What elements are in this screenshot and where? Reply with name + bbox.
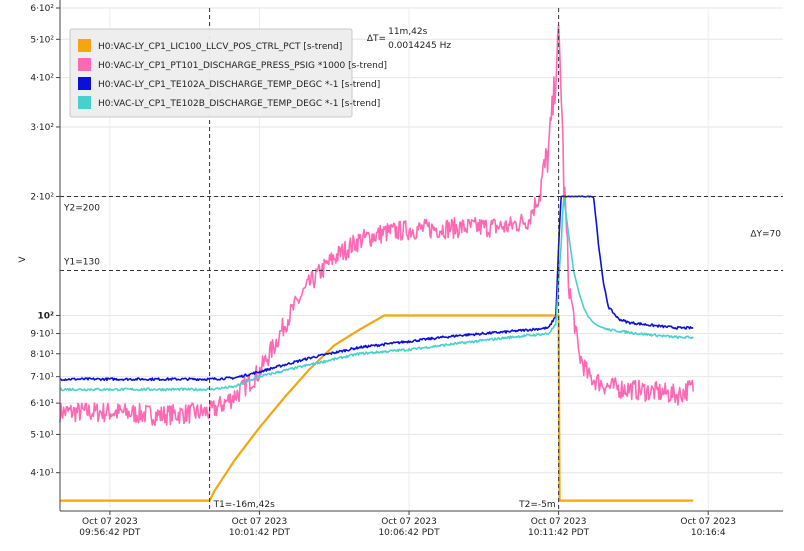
y-tick-label: 10²	[38, 311, 55, 321]
legend-swatch-1[interactable]	[78, 39, 91, 52]
t1-cursor-label: T1=-16m,42s	[213, 500, 276, 510]
y2-cursor-label: Y2=200	[63, 204, 100, 214]
delta-t-prefix: ΔT=	[367, 34, 386, 44]
legend-swatch-2[interactable]	[78, 58, 91, 71]
y-tick-label: 2·10²	[30, 193, 54, 203]
y1-cursor-label: Y1=130	[63, 257, 100, 267]
x-tick-time: 10:01:42 PDT	[229, 528, 291, 538]
legend-label-3: H0:VAC-LY_CP1_TE102A_DISCHARGE_TEMP_DEGC…	[98, 80, 380, 90]
legend[interactable]: H0:VAC-LY_CP1_LIC100_LLCV_POS_CTRL_PCT […	[69, 28, 387, 118]
y-tick-label: 5·10¹	[30, 430, 54, 440]
legend-label-2: H0:VAC-LY_CP1_PT101_DISCHARGE_PRESS_PSIG…	[98, 61, 387, 71]
legend-swatch-3[interactable]	[78, 77, 91, 90]
series-line-1[interactable]	[60, 314, 694, 502]
x-tick-date: Oct 07 2023	[232, 517, 288, 527]
x-tick-time: 10:06:42 PDT	[378, 528, 440, 538]
legend-label-1: H0:VAC-LY_CP1_LIC100_LLCV_POS_CTRL_PCT […	[98, 42, 342, 52]
y-tick-label: 7·10¹	[30, 373, 54, 383]
delta-y-label: ΔY=70	[750, 229, 781, 239]
legend-box	[69, 28, 353, 118]
y-tick-label: 6·10²	[30, 4, 54, 14]
x-tick-date: Oct 07 2023	[531, 517, 587, 527]
t2-cursor-label: T2=-5m	[518, 500, 556, 510]
y-tick-label: 6·10¹	[30, 399, 54, 409]
x-tick-time: 10:11:42 PDT	[528, 528, 590, 538]
y-axis-label: V	[18, 256, 28, 263]
y-tick-label: 9·10¹	[30, 330, 54, 340]
legend-label-4: H0:VAC-LY_CP1_TE102B_DISCHARGE_TEMP_DEGC…	[98, 99, 380, 109]
annotations: Y2=200 Y1=130 ΔY=70 T1=-16m,42s T2=-5m ΔT=11m…	[63, 27, 781, 510]
x-tick-date: Oct 07 2023	[82, 517, 138, 527]
y-tick-label: 5·10²	[30, 35, 54, 45]
y-tick-label: 4·10¹	[30, 469, 54, 479]
x-tick-date: Oct 07 2023	[680, 517, 736, 527]
delta-t-frequency: 0.0014245 Hz	[388, 41, 451, 51]
y-tick-label: 3·10²	[30, 123, 54, 133]
x-tick-date: Oct 07 2023	[381, 517, 437, 527]
series-line-2[interactable]	[59, 24, 694, 427]
y-tick-label: 8·10¹	[30, 350, 54, 360]
y-tick-label: 4·10²	[30, 74, 54, 84]
delta-t-value: 11m,42s	[388, 27, 428, 37]
series-line-4[interactable]	[59, 197, 694, 392]
legend-swatch-4[interactable]	[78, 96, 91, 109]
cursors[interactable]	[60, 8, 783, 511]
axes: 4·10¹ 5·10¹ 6·10¹ 7·10¹ 8·10¹ 9·10¹ 10² 2·10² 3·…	[18, 0, 783, 538]
x-tick-time: 09:56:42 PDT	[79, 528, 141, 538]
x-tick-time: 10:16:4	[691, 528, 726, 538]
